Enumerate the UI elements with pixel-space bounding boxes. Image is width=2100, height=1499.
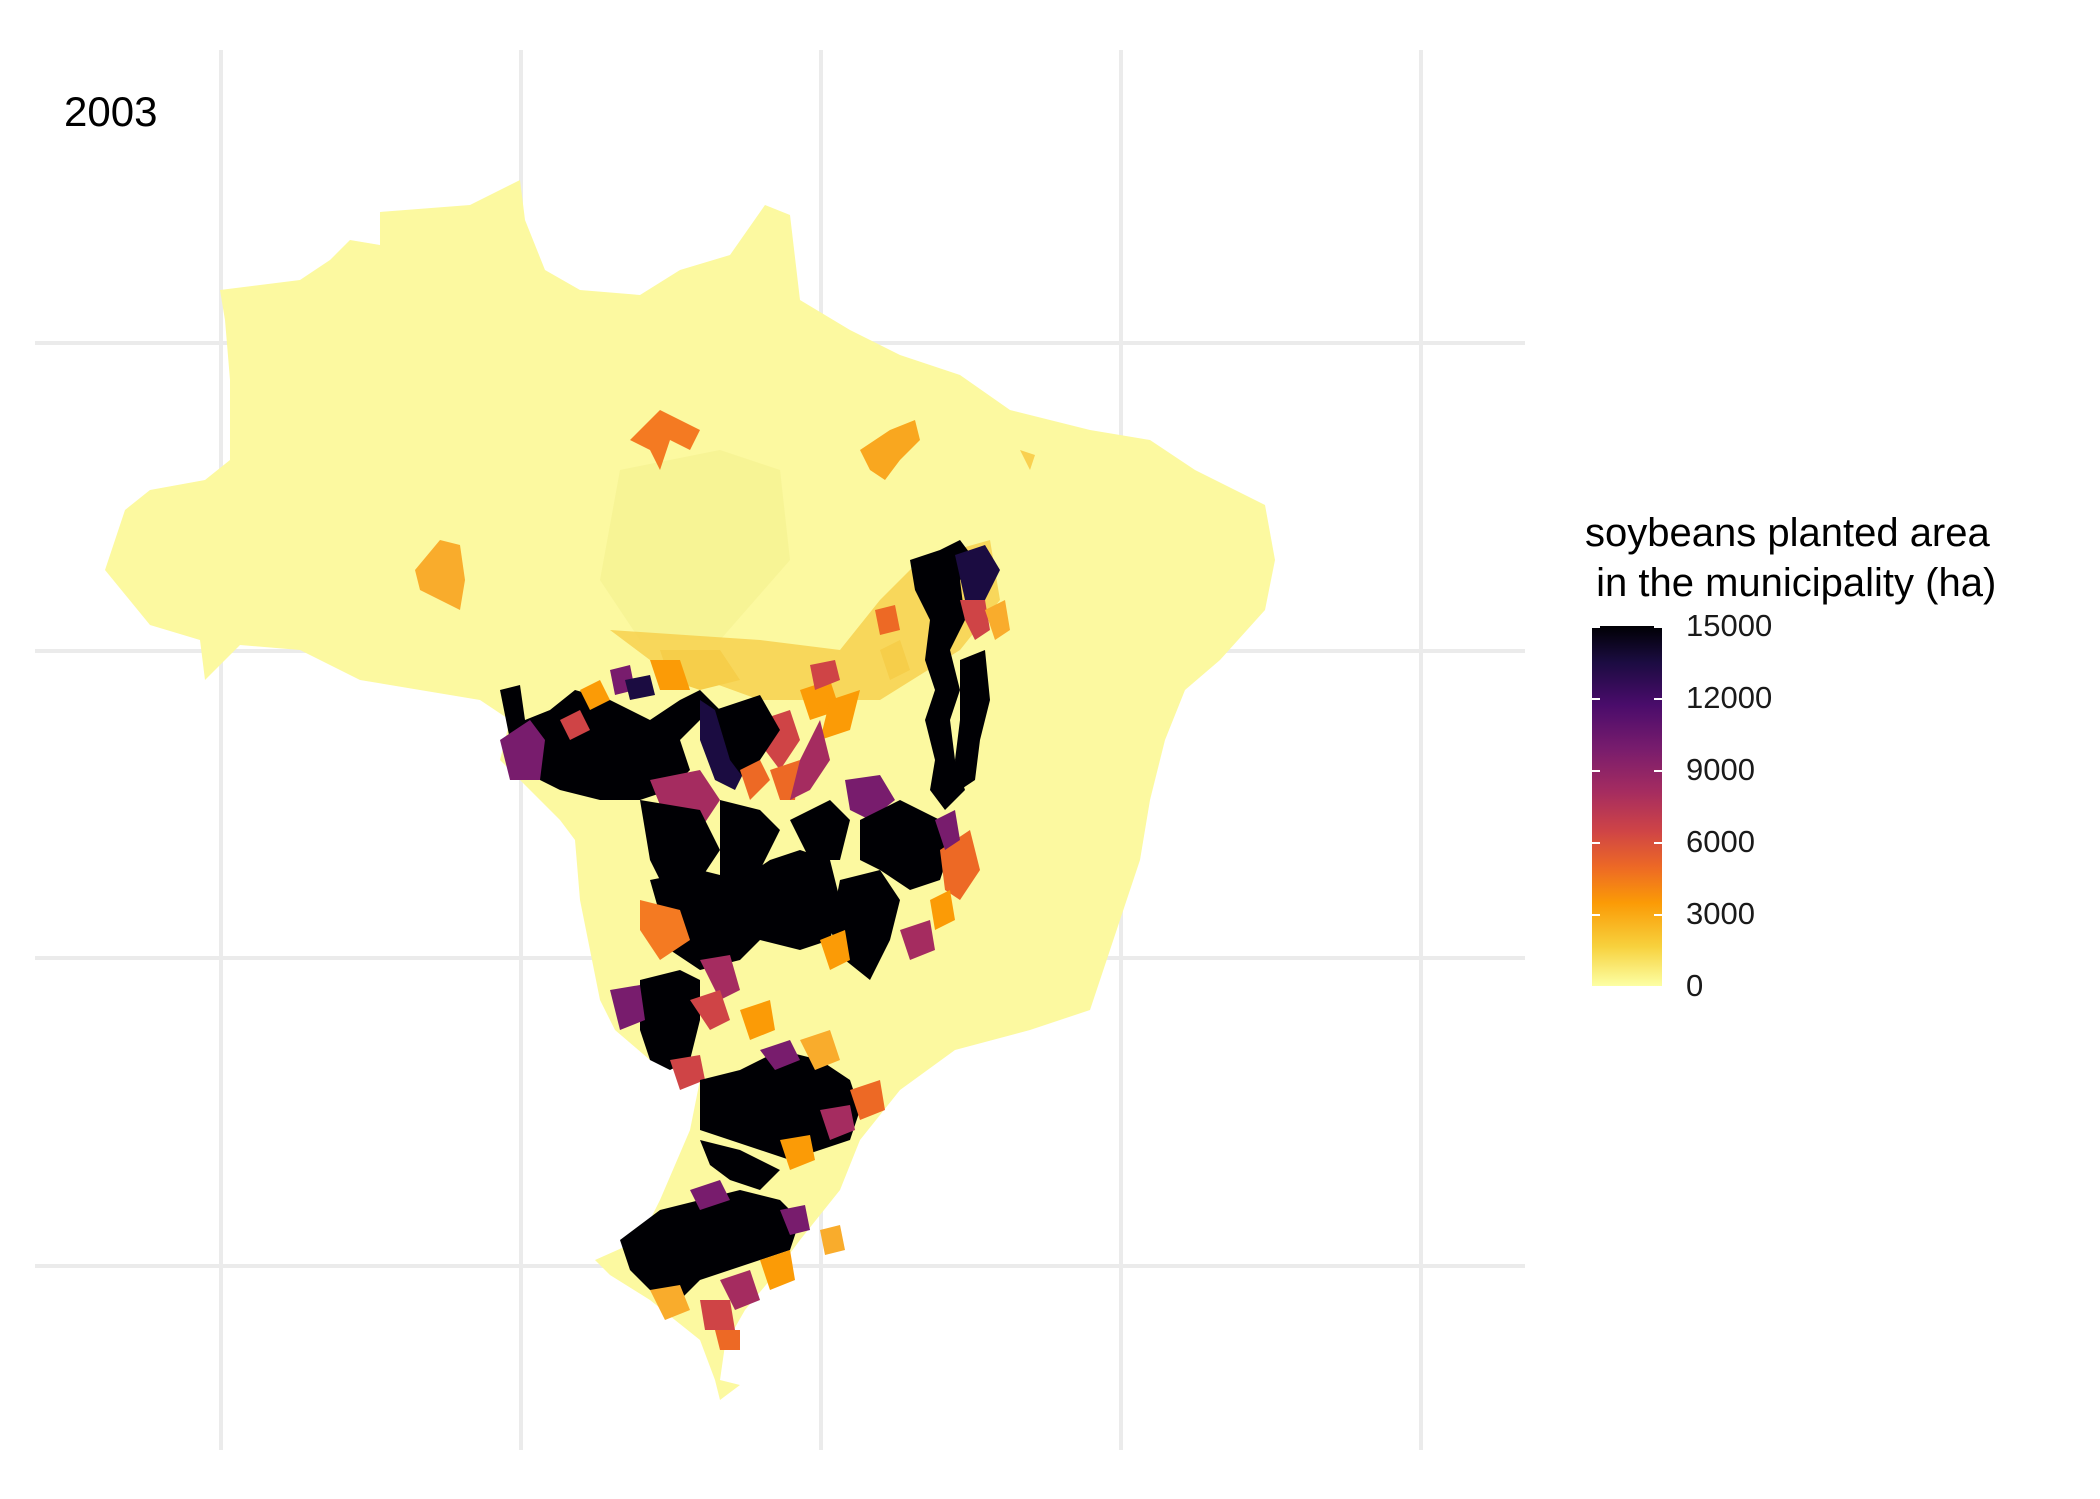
legend-tick-3000-r (1654, 914, 1662, 916)
legend-tick-15000 (1592, 626, 1600, 628)
map-title: 2003 (64, 88, 158, 135)
south-region (610, 955, 885, 1190)
legend-colorbar (1592, 626, 1662, 986)
legend-label-9000: 9000 (1686, 752, 1755, 787)
legend-tick-15000-r (1654, 626, 1662, 628)
legend-tick-6000 (1592, 842, 1600, 844)
legend-tick-6000-r (1654, 842, 1662, 844)
far-south-region (620, 1180, 845, 1350)
legend-label-0: 0 (1686, 968, 1704, 1003)
north-hotspots (415, 410, 1035, 610)
legend-title: soybeans planted area in the municipalit… (1585, 511, 1997, 605)
legend-label-12000: 12000 (1686, 680, 1773, 715)
legend-tick-9000-r (1654, 770, 1662, 772)
matopiba-strip (875, 540, 1010, 810)
legend-label-3000: 3000 (1686, 896, 1755, 931)
legend-tick-3000 (1592, 914, 1600, 916)
legend-tick-12000-r (1654, 698, 1662, 700)
central-region (600, 450, 790, 640)
legend-tick-12000 (1592, 698, 1600, 700)
legend-tick-9000 (1592, 770, 1600, 772)
legend-label-15000: 15000 (1686, 608, 1773, 643)
legend-label-6000: 6000 (1686, 824, 1755, 859)
